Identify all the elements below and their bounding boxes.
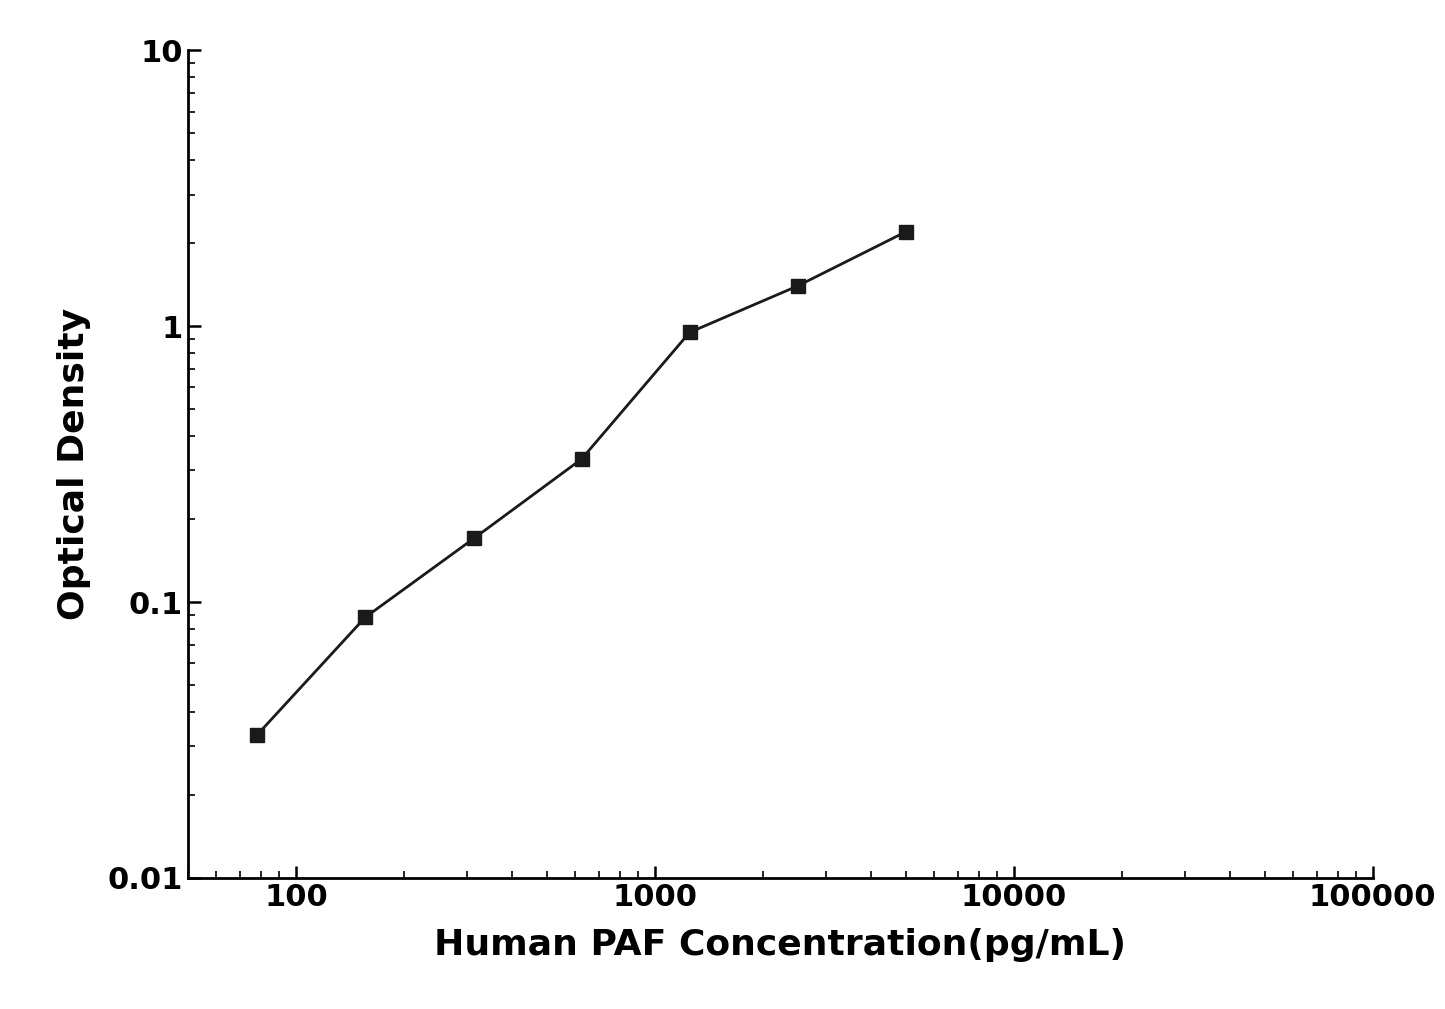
Y-axis label: Optical Density: Optical Density <box>56 308 91 621</box>
X-axis label: Human PAF Concentration(pg/mL): Human PAF Concentration(pg/mL) <box>435 928 1126 963</box>
